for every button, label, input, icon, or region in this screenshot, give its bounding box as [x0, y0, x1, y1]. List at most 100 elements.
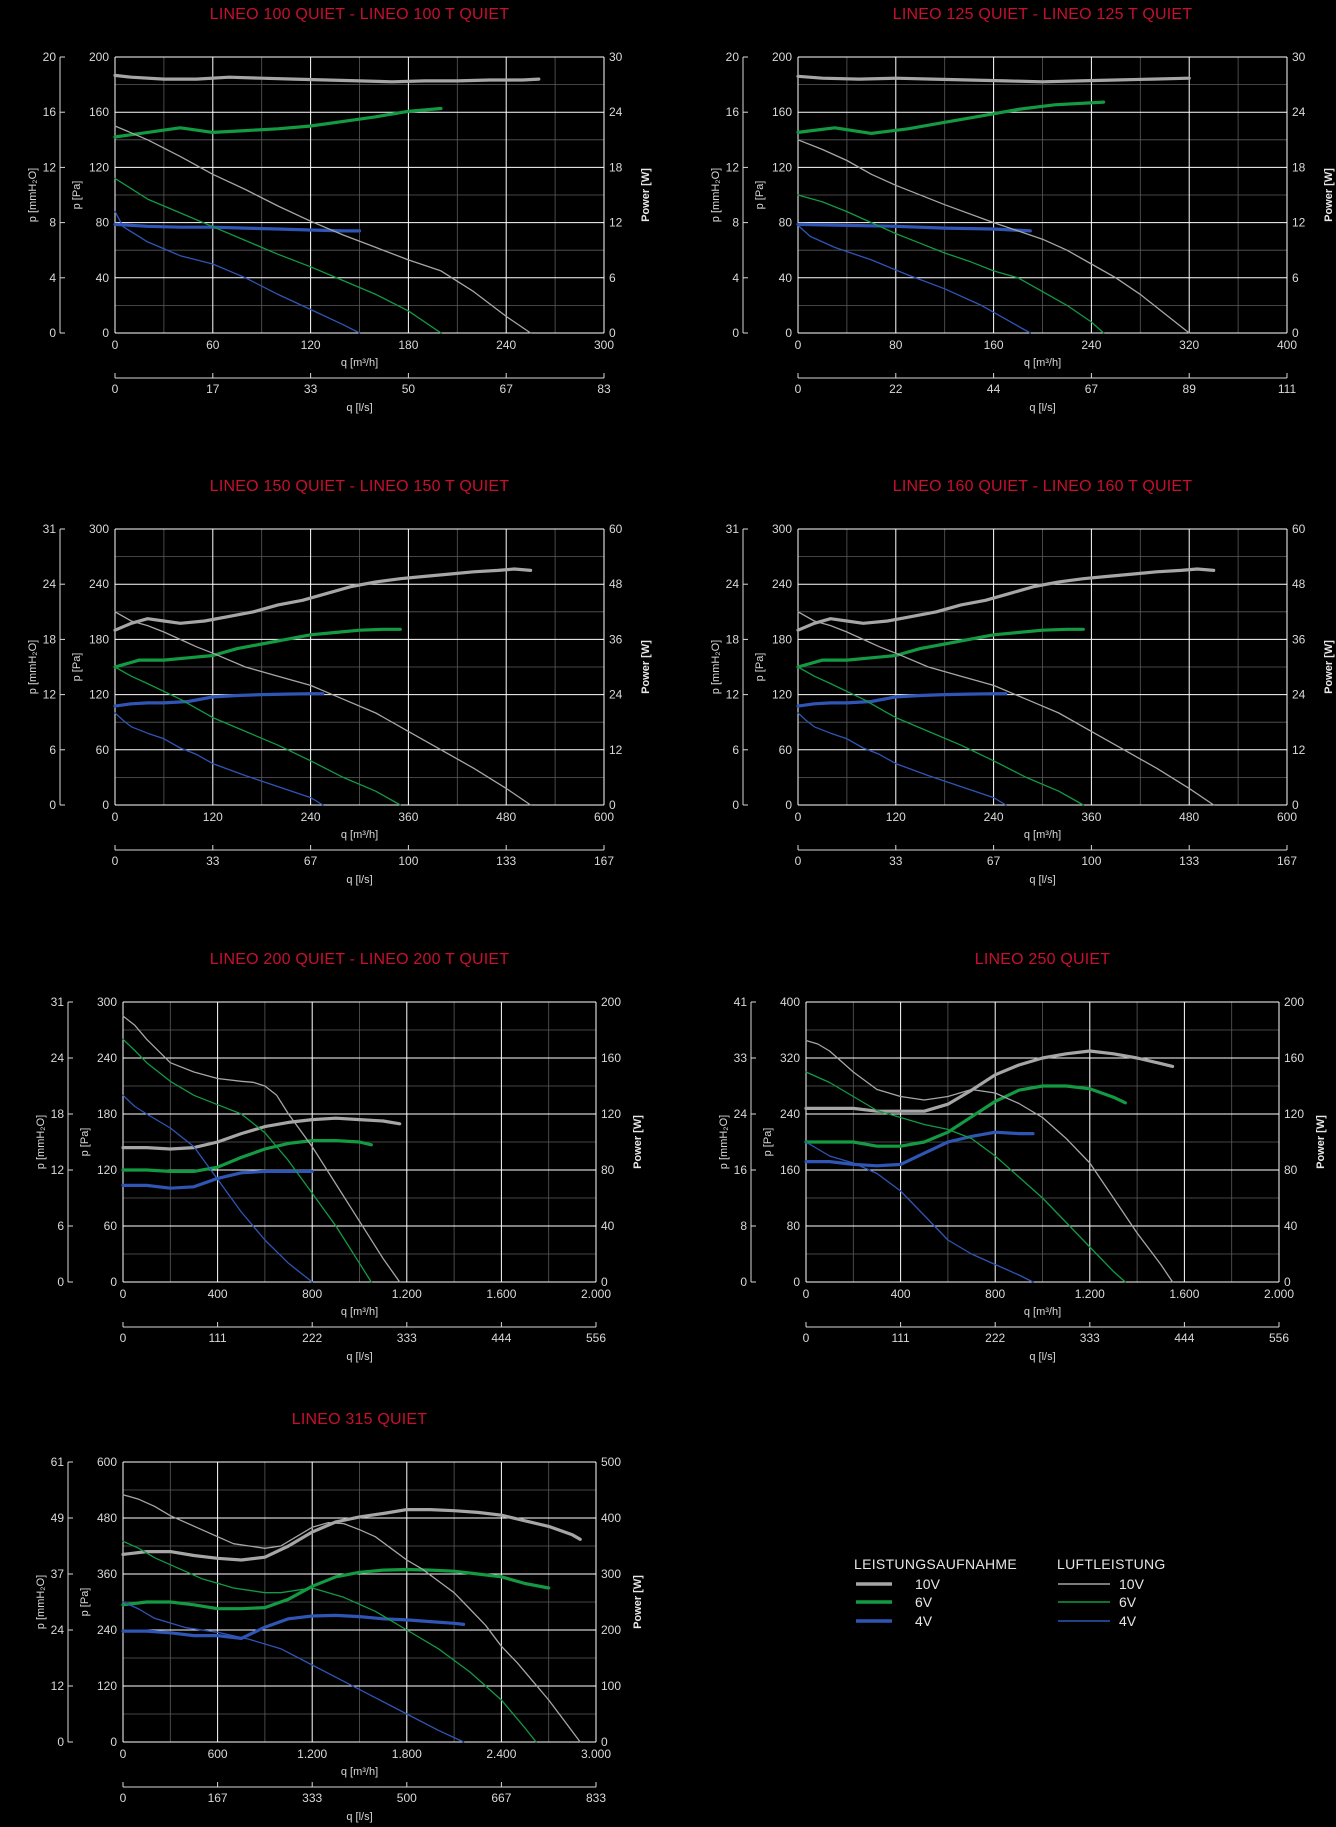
mmh2o-tick-label: 12	[51, 1163, 65, 1177]
ls-tick-label: 0	[112, 382, 119, 396]
ls-tick-label: 89	[1183, 382, 1197, 396]
x-tick-label: 240	[984, 810, 1004, 824]
y-axis-title-mmh2o: p [mmH₂O]	[710, 640, 722, 694]
y-tick-label: 40	[96, 271, 110, 285]
series-line-power-6v	[804, 1084, 1127, 1148]
series-line-power-6v	[113, 106, 443, 139]
ls-tick-label: 100	[1081, 854, 1101, 868]
y-tick-label: 120	[772, 160, 792, 174]
y-right-tick-label: 200	[601, 995, 621, 1009]
y-right-tick-label: 24	[1292, 688, 1306, 702]
y-tick-label: 120	[97, 1679, 117, 1693]
ls-tick-label: 167	[208, 1791, 228, 1805]
y-tick-label: 180	[772, 632, 792, 646]
ls-tick-label: 0	[795, 854, 802, 868]
y-tick-label: 160	[89, 105, 109, 119]
mmh2o-tick-label: 8	[740, 1219, 747, 1233]
mmh2o-tick-label: 20	[726, 50, 740, 64]
mmh2o-tick-label: 24	[726, 577, 740, 591]
y-tick-label: 160	[772, 105, 792, 119]
x-tick-label: 0	[112, 338, 119, 352]
y-right-tick-label: 200	[1284, 995, 1304, 1009]
y-tick-label: 180	[89, 632, 109, 646]
ls-tick-label: 667	[491, 1791, 511, 1805]
y-tick-label: 120	[89, 688, 109, 702]
y-right-tick-label: 80	[1284, 1163, 1298, 1177]
x-axis-title: q [m³/h]	[341, 1766, 378, 1778]
ls-axis-title: q [l/s]	[1029, 402, 1055, 414]
series-line-air-4v	[805, 1141, 1034, 1283]
mmh2o-tick-label: 18	[43, 632, 57, 646]
mmh2o-tick-label: 8	[49, 216, 56, 230]
y-right-tick-label: 12	[1292, 216, 1306, 230]
series-line-air-6v	[122, 1038, 372, 1283]
x-tick-label: 400	[891, 1287, 911, 1301]
x-tick-label: 240	[1081, 338, 1101, 352]
y-tick-label: 240	[89, 577, 109, 591]
x-tick-label: 600	[594, 810, 614, 824]
x-axis-title: q [m³/h]	[1024, 357, 1061, 369]
mmh2o-tick-label: 8	[732, 216, 739, 230]
x-tick-label: 800	[302, 1287, 322, 1301]
ls-tick-label: 556	[1269, 1331, 1289, 1345]
y-tick-label: 80	[787, 1219, 801, 1233]
series-line-air-10v	[114, 125, 532, 334]
y-tick-label: 120	[97, 1163, 117, 1177]
mmh2o-tick-label: 18	[51, 1107, 65, 1121]
x-tick-label: 3.000	[581, 1747, 611, 1761]
y-axis-title-mmh2o: p [mmH₂O]	[710, 168, 722, 222]
ls-tick-label: 167	[594, 854, 614, 868]
y-tick-label: 320	[780, 1051, 800, 1065]
y-axis-title-mmh2o: p [mmH₂O]	[35, 1575, 47, 1629]
ls-tick-label: 500	[397, 1791, 417, 1805]
y-right-tick-label: 18	[1292, 160, 1306, 174]
mmh2o-tick-label: 0	[57, 1735, 64, 1749]
y-tick-label: 60	[779, 743, 793, 757]
series-line-air-4v	[122, 1601, 465, 1743]
x-tick-label: 160	[984, 338, 1004, 352]
series-line-power-6v	[796, 627, 1085, 669]
y-right-tick-label: 30	[1292, 50, 1306, 64]
ls-tick-label: 0	[803, 1331, 810, 1345]
legend-power-heading: LEISTUNGSAUFNAHME	[854, 1556, 1017, 1572]
ls-tick-label: 0	[120, 1331, 127, 1345]
chart-6: LINEO 250 QUIET0801602403204000816243341…	[718, 951, 1327, 1363]
ls-tick-label: 67	[987, 854, 1001, 868]
x-tick-label: 400	[208, 1287, 228, 1301]
y-tick-label: 0	[102, 326, 109, 340]
y-right-tick-label: 12	[609, 216, 623, 230]
series-line-air-10v	[805, 1039, 1174, 1283]
y-tick-label: 80	[96, 216, 110, 230]
ls-tick-label: 833	[586, 1791, 606, 1805]
y-right-tick-label: 500	[601, 1455, 621, 1469]
x-tick-label: 240	[496, 338, 516, 352]
y-right-tick-label: 48	[1292, 577, 1306, 591]
y-axis-title-power: Power [W]	[632, 1115, 644, 1169]
mmh2o-tick-label: 0	[732, 798, 739, 812]
y-tick-label: 80	[779, 216, 793, 230]
y-tick-label: 480	[97, 1511, 117, 1525]
x-axis-title: q [m³/h]	[341, 1306, 378, 1318]
mmh2o-tick-label: 4	[732, 271, 739, 285]
series-line-power-10v	[804, 1049, 1175, 1113]
mmh2o-tick-label: 16	[726, 105, 740, 119]
series-line-power-4v	[113, 692, 325, 708]
x-tick-label: 120	[301, 338, 321, 352]
y-tick-label: 0	[110, 1275, 117, 1289]
y-axis-title-mmh2o: p [mmH₂O]	[27, 168, 39, 222]
mmh2o-tick-label: 37	[51, 1567, 65, 1581]
chart-title: LINEO 315 QUIET	[292, 1411, 428, 1428]
x-tick-label: 240	[301, 810, 321, 824]
ls-tick-label: 33	[304, 382, 318, 396]
y-right-tick-label: 60	[609, 522, 623, 536]
legend-airflow-heading: LUFTLEISTUNG	[1057, 1556, 1166, 1572]
ls-axis-title: q [l/s]	[346, 402, 372, 414]
x-tick-label: 2.400	[486, 1747, 516, 1761]
series-line-power-6v	[121, 1138, 373, 1174]
y-right-tick-label: 30	[609, 50, 623, 64]
mmh2o-tick-label: 4	[49, 271, 56, 285]
series-line-power-10v	[796, 567, 1216, 632]
x-axis-title: q [m³/h]	[1024, 1306, 1061, 1318]
y-right-tick-label: 0	[601, 1735, 608, 1749]
